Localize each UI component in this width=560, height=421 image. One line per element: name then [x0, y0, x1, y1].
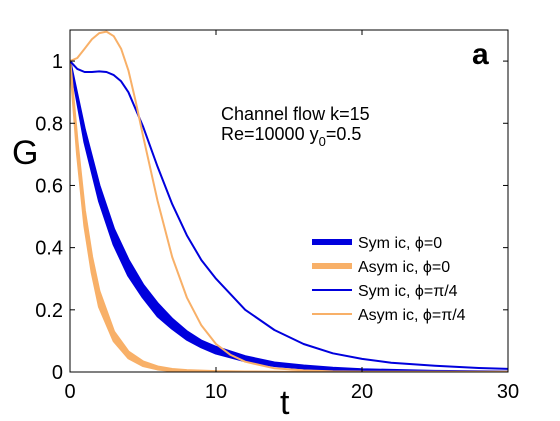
annotation-line2-sub: 0: [319, 134, 326, 149]
plot-frame: [69, 29, 509, 373]
legend: Sym ic, ϕ=0 Asym ic, ϕ=0 Sym ic, ϕ=π/4 Asym…: [312, 235, 466, 324]
legend-label: Asym ic, ϕ=π/4: [358, 307, 466, 324]
annotation-line1: Channel flow k=15: [221, 104, 370, 124]
series-line-3: [70, 30, 363, 372]
panel-label: a: [472, 38, 489, 71]
tick-layer: 0 10 20 30 0 0.2 0.4 0.6 0.8 1: [35, 30, 519, 403]
series-band-0: [70, 59, 508, 372]
y-axis-label: G: [12, 134, 38, 172]
y-tick-label: 0: [52, 362, 63, 384]
legend-label: Asym ic, ϕ=0: [358, 259, 450, 276]
annotation-line2-prefix: Re=10000 y: [221, 124, 319, 144]
annotation-line2: Re=10000 y0=0.5: [221, 124, 361, 149]
y-tick-label: 0.8: [35, 113, 63, 135]
x-axis-label: t: [280, 384, 290, 421]
legend-label: Sym ic, ϕ=π/4: [358, 283, 458, 300]
y-tick-label: 0.2: [35, 300, 63, 322]
series-line-2: [70, 60, 508, 370]
x-tick-label: 30: [497, 381, 519, 403]
annotation-line2-suffix: =0.5: [326, 124, 362, 144]
x-tick-label: 20: [351, 381, 373, 403]
series-band-1: [70, 59, 508, 372]
y-tick-label: 1: [52, 51, 63, 73]
x-tick-label: 10: [205, 381, 227, 403]
data-layer: [70, 30, 508, 372]
legend-label: Sym ic, ϕ=0: [358, 235, 442, 252]
x-tick-label: 0: [64, 381, 75, 403]
y-tick-label: 0.4: [35, 238, 63, 260]
y-tick-label: 0.6: [35, 175, 63, 197]
